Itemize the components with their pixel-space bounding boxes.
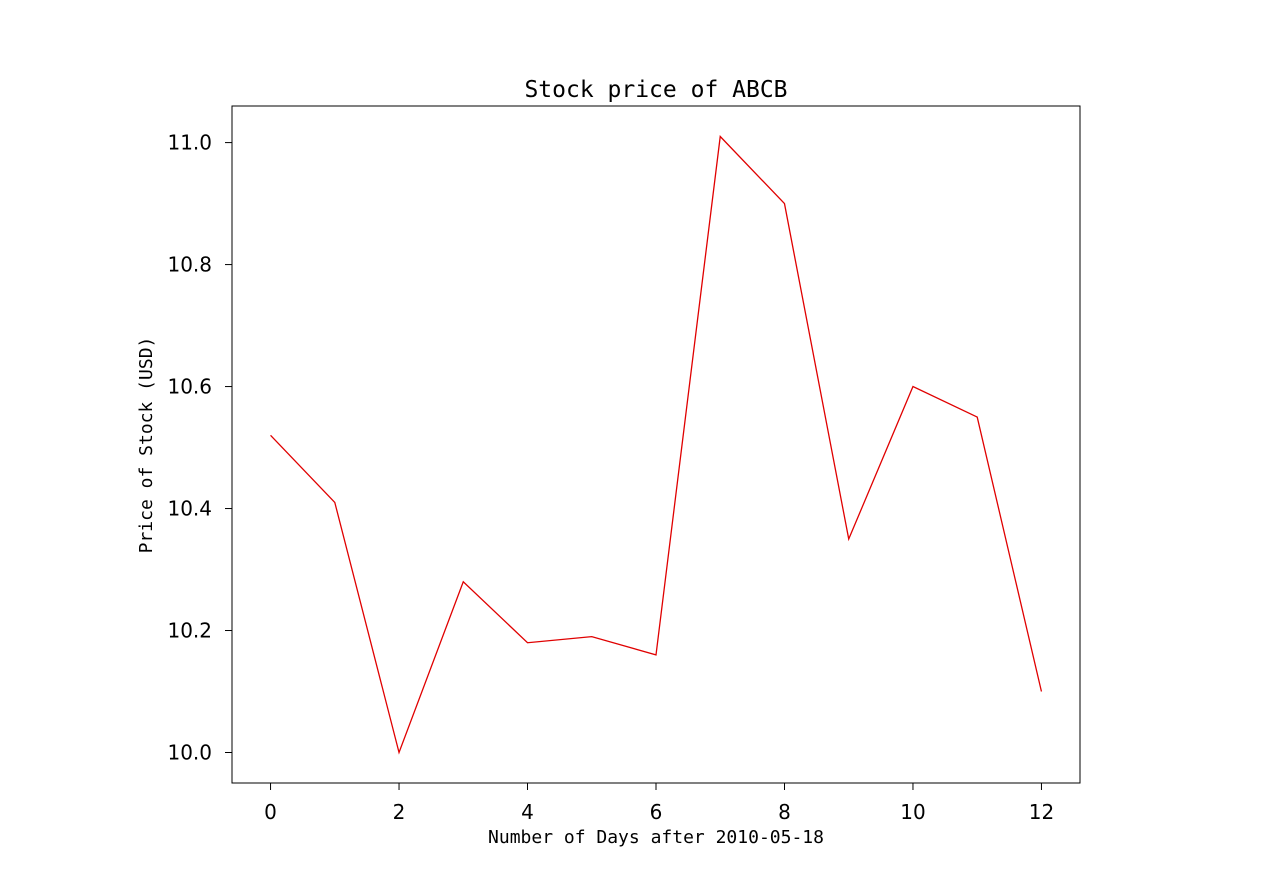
x-tick-label: 6 xyxy=(650,800,663,824)
x-tick-label: 10 xyxy=(900,800,925,824)
y-axis-label: Price of Stock (USD) xyxy=(136,337,157,554)
x-axis: 0 2 4 6 8 10 12 xyxy=(264,783,1054,824)
y-tick-label: 11.0 xyxy=(167,131,212,155)
x-axis-label: Number of Days after 2010-05-18 xyxy=(488,827,824,848)
x-tick-label: 2 xyxy=(393,800,406,824)
x-tick-label: 12 xyxy=(1029,800,1054,824)
y-tick-label: 10.2 xyxy=(167,619,212,643)
series-group xyxy=(270,135,1043,755)
y-tick-label: 10.6 xyxy=(167,375,212,399)
x-tick-label: 0 xyxy=(264,800,277,824)
y-tick-label: 10.0 xyxy=(167,741,212,765)
x-tick-label: 8 xyxy=(778,800,791,824)
x-tick-label: 4 xyxy=(521,800,534,824)
y-tick-label: 10.8 xyxy=(167,253,212,277)
chart-title: Stock price of ABCB xyxy=(524,77,787,103)
y-tick-label: 10.4 xyxy=(167,497,212,521)
price-series-line xyxy=(270,135,1043,755)
plot-area xyxy=(231,105,1081,784)
y-axis: 10.0 10.2 10.4 10.6 10.8 11.0 xyxy=(167,131,232,765)
